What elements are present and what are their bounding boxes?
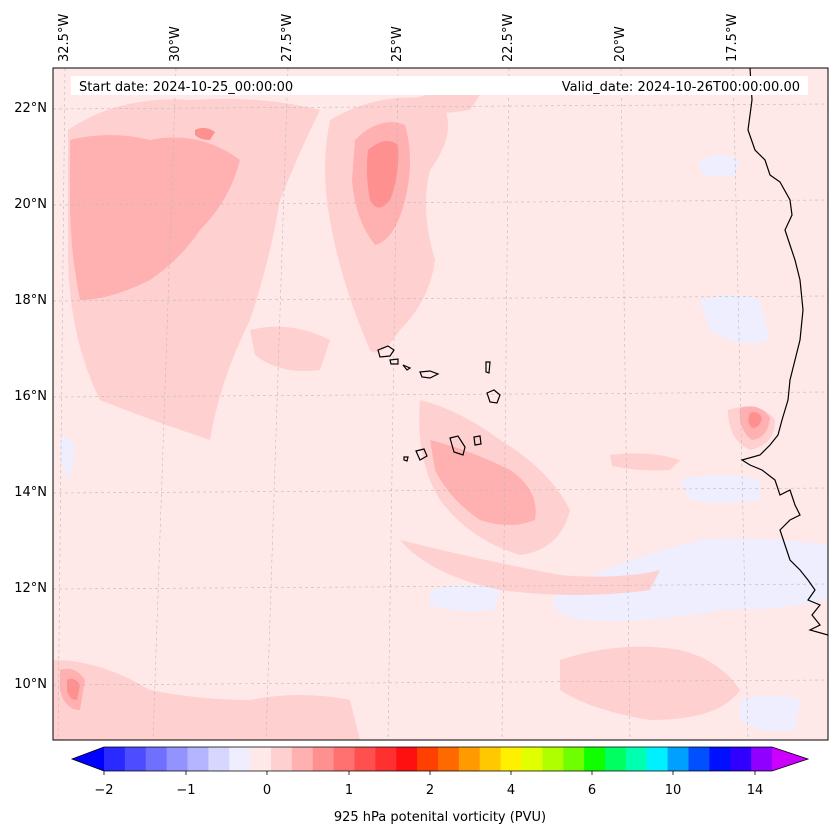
- colorbar-extend-min: [72, 747, 104, 771]
- cb-tick-10: 10: [665, 783, 682, 798]
- colorbar-segment: [250, 747, 272, 771]
- colorbar-segment: [751, 747, 773, 771]
- colorbar-segment: [605, 747, 627, 771]
- colorbar-segment: [730, 747, 752, 771]
- lon-label-32-5w: 32.5°W: [57, 14, 72, 62]
- lat-label-14n: 14°N: [14, 485, 47, 500]
- lon-label-17-5w: 17.5°W: [725, 14, 740, 62]
- colorbar-segment: [333, 747, 356, 771]
- map-panel: [53, 68, 828, 740]
- start-date-label: Start date: 2024-10-25_00:00:00: [79, 80, 293, 95]
- colorbar-segment: [312, 747, 335, 771]
- cape-verde-islands: [377, 345, 501, 462]
- colorbar-segment: [667, 747, 690, 771]
- colorbar-segment: [584, 747, 606, 771]
- lon-label-20w: 20°W: [613, 26, 628, 62]
- colorbar-segment: [438, 747, 460, 771]
- colorbar-segment: [271, 747, 293, 771]
- lat-label-18n: 18°N: [14, 293, 47, 308]
- colorbar-segment: [291, 747, 314, 771]
- strong-positive-pv-areas: [67, 127, 762, 700]
- colorbar-segment: [104, 747, 126, 771]
- colorbar-segment: [229, 747, 251, 771]
- colorbar-segment: [500, 747, 523, 771]
- lat-label-16n: 16°N: [14, 389, 47, 404]
- colorbar-segment: [709, 747, 731, 771]
- colorbar-segment: [646, 747, 669, 771]
- colorbar-segment: [354, 747, 376, 771]
- lon-label-22-5w: 22.5°W: [501, 14, 516, 62]
- colorbar-title: 925 hPa potenital vorticity (PVU): [334, 810, 546, 825]
- colorbar-extend-max: [772, 747, 808, 771]
- colorbar-segment: [542, 747, 564, 771]
- lon-label-27-5w: 27.5°W: [280, 14, 295, 62]
- colorbar-segment: [479, 747, 502, 771]
- lat-label-22n: 22°N: [14, 101, 47, 116]
- cb-tick-0: 0: [263, 783, 271, 798]
- colorbar-segment: [166, 747, 189, 771]
- lat-label-10n: 10°N: [14, 677, 47, 692]
- colorbar-segment: [458, 747, 481, 771]
- lat-label-20n: 20°N: [14, 197, 47, 212]
- lon-label-25w: 25°W: [390, 26, 405, 62]
- colorbar: [70, 746, 810, 775]
- cb-tick-neg1: −1: [176, 783, 195, 798]
- map-frame: [52, 67, 829, 741]
- valid-date-label: Valid_date: 2024-10-26T00:00:00.00: [562, 80, 800, 95]
- date-header-background: [71, 76, 808, 95]
- lat-label-12n: 12°N: [14, 581, 47, 596]
- colorbar-segment: [625, 747, 648, 771]
- latitude-labels: 22°N 20°N 18°N 16°N 14°N 12°N 10°N: [14, 101, 47, 692]
- african-coastline: [740, 68, 828, 636]
- colorbar-segment: [145, 747, 168, 771]
- colorbar-segment: [417, 747, 439, 771]
- colorbar-segment: [396, 747, 418, 771]
- colorbar-segment: [187, 747, 209, 771]
- cb-tick-6: 6: [588, 783, 596, 798]
- colorbar-segment: [208, 747, 230, 771]
- colorbar-segment: [375, 747, 397, 771]
- cb-tick-neg2: −2: [94, 783, 113, 798]
- colorbar-ticks: −2 −1 0 1 2 4 6 10 14: [94, 783, 763, 798]
- lon-label-30w: 30°W: [168, 26, 183, 62]
- graticule: [53, 68, 828, 740]
- colorbar-segment: [688, 747, 710, 771]
- cb-tick-2: 2: [426, 783, 434, 798]
- longitude-labels: 32.5°W 30°W 27.5°W 25°W 22.5°W 20°W 17.5…: [57, 14, 740, 62]
- cb-tick-14: 14: [747, 783, 764, 798]
- cb-tick-1: 1: [345, 783, 353, 798]
- colorbar-segment: [124, 747, 147, 771]
- colorbar-segment: [521, 747, 543, 771]
- colorbar-segment: [563, 747, 585, 771]
- cb-tick-4: 4: [507, 783, 515, 798]
